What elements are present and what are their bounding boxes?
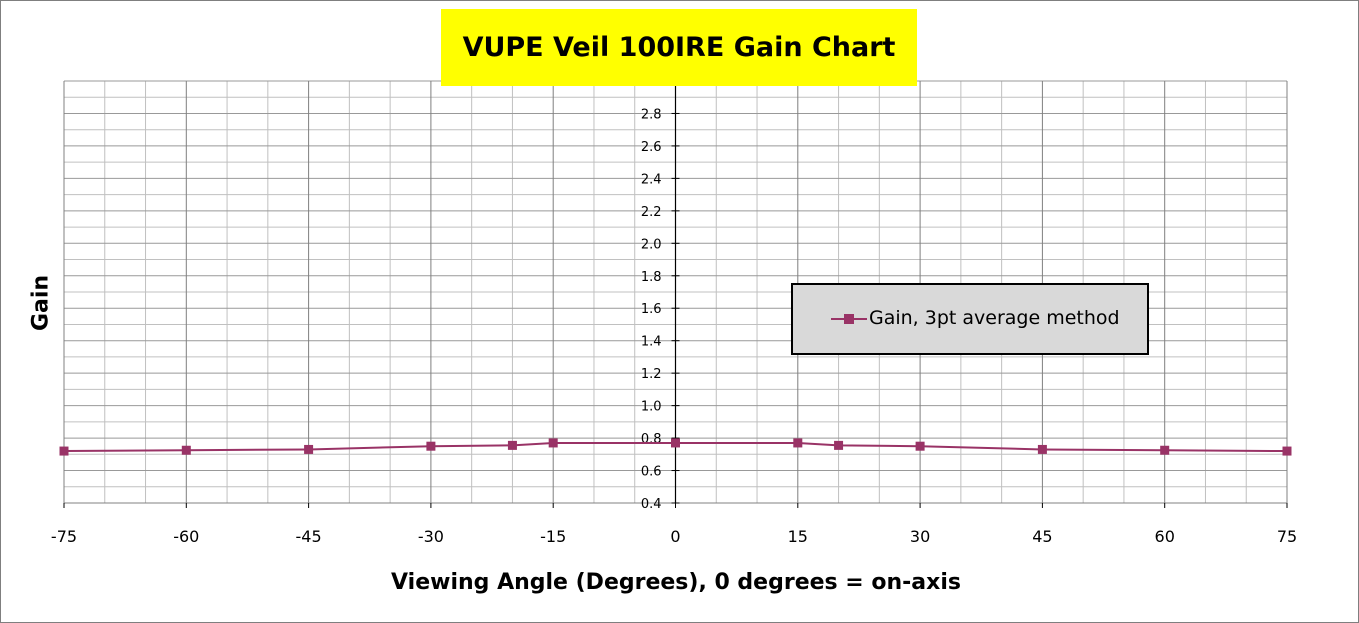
y-tick-label: 2.4	[641, 172, 662, 187]
x-axis-label: Viewing Angle (Degrees), 0 degrees = on-…	[391, 570, 961, 595]
y-tick-label: 0.8	[641, 432, 662, 447]
legend-swatch	[831, 314, 867, 324]
y-tick-label: 0.4	[641, 497, 662, 512]
data-point	[915, 441, 925, 451]
data-point	[304, 444, 314, 454]
data-point	[181, 445, 191, 455]
data-point	[59, 446, 69, 456]
y-tick-label: 2.8	[641, 107, 662, 122]
x-tick-label: 45	[1032, 527, 1052, 546]
y-tick-label: 1.0	[641, 400, 662, 415]
data-point	[548, 438, 558, 448]
y-axis-label: Gain	[28, 274, 54, 332]
x-tick-label: -15	[540, 527, 566, 546]
y-tick-label: 1.6	[641, 302, 662, 317]
chart-title-box: VUPE Veil 100IRE Gain Chart	[441, 9, 917, 86]
data-point	[793, 438, 803, 448]
series-layer	[59, 438, 1292, 456]
chart-title: VUPE Veil 100IRE Gain Chart	[462, 32, 896, 63]
data-point	[507, 440, 517, 450]
x-tick-label: -45	[296, 527, 322, 546]
data-point	[1282, 446, 1292, 456]
data-point	[671, 438, 680, 448]
x-tick-label: 0	[670, 527, 680, 546]
x-tick-label: 60	[1155, 527, 1175, 546]
y-tick-label: 2.0	[641, 237, 662, 252]
x-tick-label: -60	[173, 527, 199, 546]
x-tick-label: 15	[788, 527, 808, 546]
x-tick-label: 75	[1277, 527, 1297, 546]
y-tick-label: 0.6	[641, 465, 662, 480]
y-tick-label: 1.4	[641, 335, 662, 350]
data-point	[1160, 445, 1170, 455]
legend: Gain, 3pt average method	[791, 283, 1149, 355]
x-tick-label: -30	[418, 527, 444, 546]
data-point	[1037, 444, 1047, 454]
data-point	[834, 440, 844, 450]
data-point	[426, 441, 436, 451]
y-tick-label: 2.6	[641, 140, 662, 155]
y-tick-label: 1.2	[641, 367, 662, 382]
y-tick-label: 1.8	[641, 270, 662, 285]
x-tick-label: 30	[910, 527, 930, 546]
tick-layer: 0.4 0.6 0.8 1.0 1.2 1.4 1.6 1.8 2.0 2.2 2.4 2.6 2.8 3…	[51, 75, 1297, 546]
legend-label: Gain, 3pt average method	[869, 307, 1120, 329]
y-tick-label: 2.2	[641, 205, 662, 220]
x-tick-label: -75	[51, 527, 77, 546]
